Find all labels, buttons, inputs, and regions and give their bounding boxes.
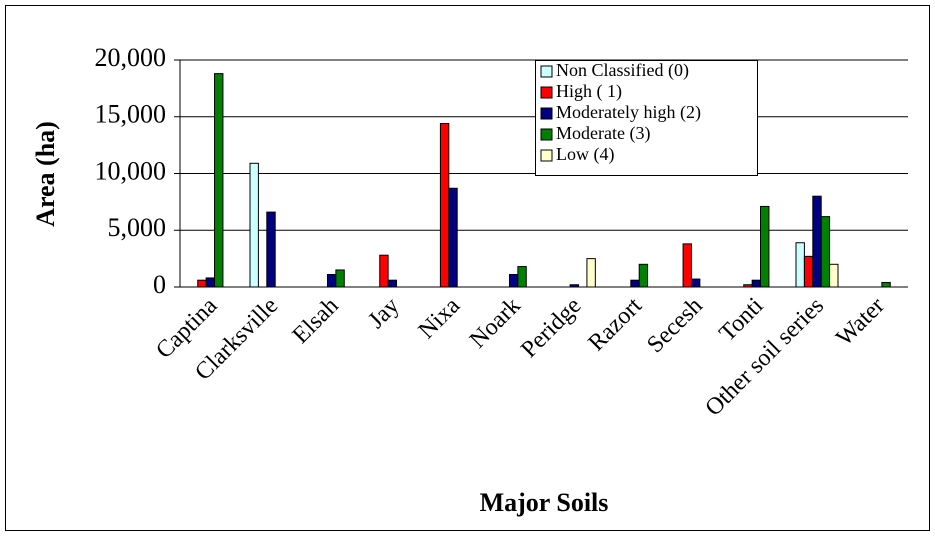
bar — [379, 254, 389, 288]
bar — [638, 263, 649, 288]
legend-swatch — [540, 65, 553, 78]
bar — [760, 205, 770, 288]
bar — [690, 278, 701, 288]
legend-swatch — [540, 107, 553, 120]
y-tick-label: 15,000 — [95, 100, 167, 129]
legend-label: High ( 1) — [556, 81, 622, 102]
bar — [795, 242, 805, 288]
legend-swatch — [540, 149, 553, 162]
legend-label: Low (4) — [556, 144, 614, 165]
bar — [197, 279, 207, 288]
bar — [249, 162, 259, 288]
legend-label: Moderately high (2) — [556, 102, 701, 123]
bar — [820, 216, 831, 288]
y-tick-label: 20,000 — [95, 43, 167, 72]
bar — [335, 269, 345, 288]
bar — [214, 73, 224, 288]
bar — [829, 263, 839, 288]
bar — [586, 258, 596, 288]
legend-swatch — [540, 86, 553, 99]
bar — [812, 195, 822, 288]
x-axis-title: Major Soils — [480, 488, 609, 517]
legend-swatch — [540, 128, 553, 141]
bar — [439, 123, 450, 288]
legend-box — [535, 60, 758, 176]
bar — [630, 279, 640, 288]
bar — [326, 274, 337, 288]
bar — [682, 243, 692, 288]
chart-border — [5, 5, 930, 531]
y-tick-label: 10,000 — [95, 156, 167, 185]
y-tick-label: 5,000 — [108, 213, 167, 242]
bar — [387, 279, 398, 288]
bar — [803, 255, 814, 288]
bar — [881, 281, 891, 288]
legend-label: Moderate (3) — [556, 123, 650, 144]
bar — [751, 279, 762, 288]
bar — [448, 187, 458, 288]
bar — [508, 274, 519, 288]
bar — [266, 211, 276, 288]
legend-label: Non Classified (0) — [556, 60, 689, 81]
bar — [517, 266, 527, 288]
y-axis-title: Area (ha) — [31, 121, 60, 227]
y-tick-label: 0 — [153, 270, 166, 299]
bar — [205, 277, 216, 288]
